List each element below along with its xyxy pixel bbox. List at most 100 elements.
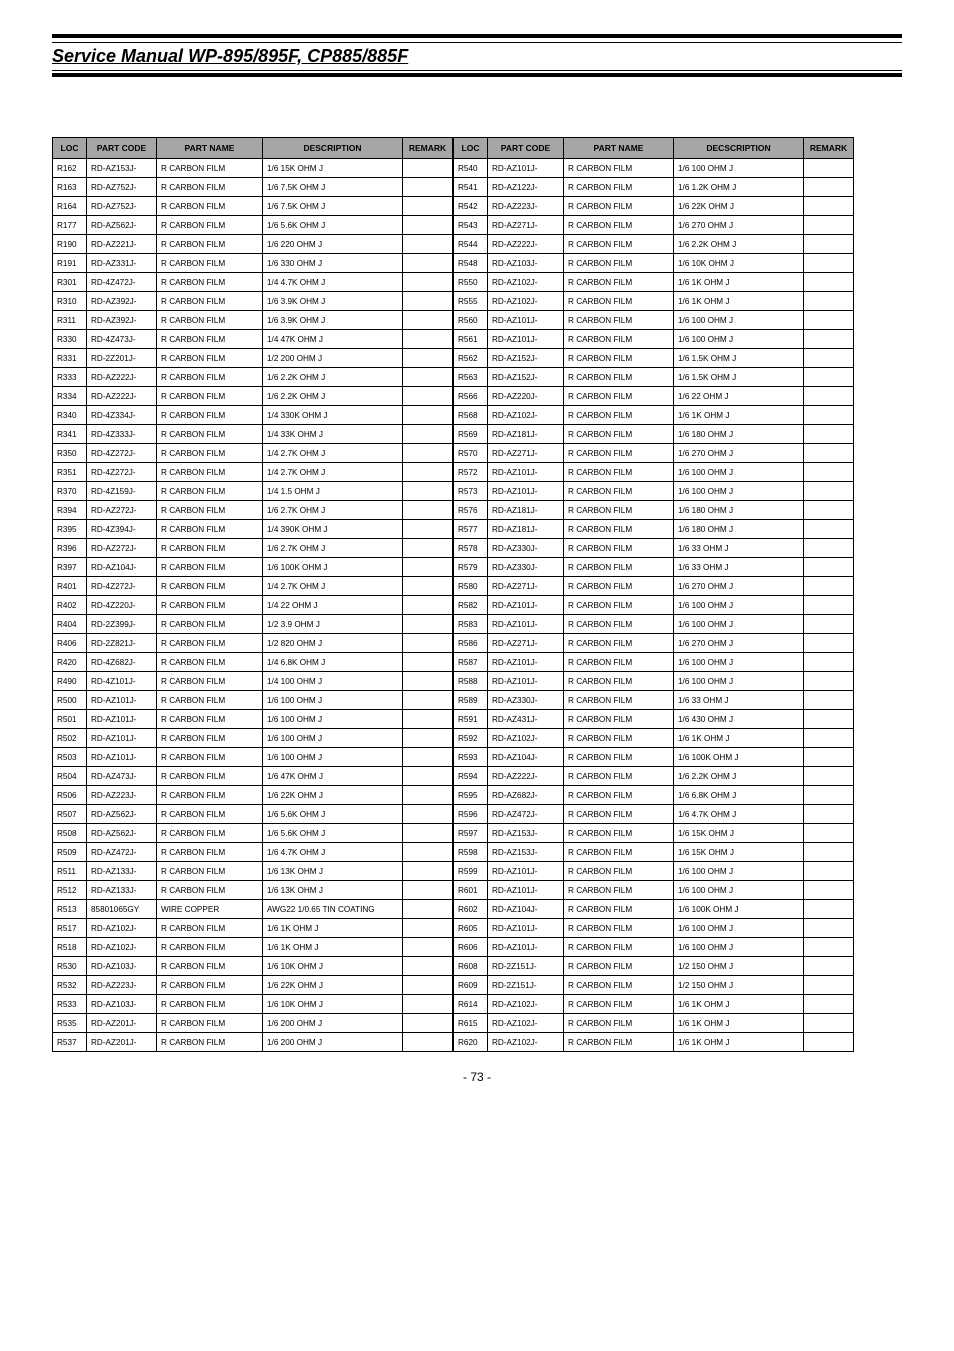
cell-remark xyxy=(403,862,453,881)
cell-loc: R311 xyxy=(53,311,87,330)
cell-loc: R394 xyxy=(53,501,87,520)
cell-part-name: R CARBON FILM xyxy=(157,1014,263,1033)
cell-remark xyxy=(403,900,453,919)
cell-part-code: RD-4Z473J- xyxy=(87,330,157,349)
cell-part-name: R CARBON FILM xyxy=(564,368,674,387)
cell-loc: R310 xyxy=(53,292,87,311)
cell-loc: R608 xyxy=(454,957,488,976)
cell-part-name: R CARBON FILM xyxy=(564,539,674,558)
cell-description: 1/6 5.6K OHM J xyxy=(263,824,403,843)
cell-remark xyxy=(804,482,854,501)
cell-loc: R191 xyxy=(53,254,87,273)
cell-remark xyxy=(804,596,854,615)
cell-description: 1/6 13K OHM J xyxy=(263,862,403,881)
cell-loc: R543 xyxy=(454,216,488,235)
cell-description: 1/4 22 OHM J xyxy=(263,596,403,615)
cell-remark xyxy=(403,539,453,558)
cell-part-code: RD-AZ220J- xyxy=(488,387,564,406)
cell-remark xyxy=(804,463,854,482)
cell-part-name: R CARBON FILM xyxy=(564,672,674,691)
cell-description: 1/6 100 OHM J xyxy=(263,691,403,710)
cell-part-name: R CARBON FILM xyxy=(157,1033,263,1052)
table-row: R614RD-AZ102J-R CARBON FILM1/6 1K OHM J xyxy=(454,995,854,1014)
cell-loc: R506 xyxy=(53,786,87,805)
cell-loc: R395 xyxy=(53,520,87,539)
cell-description: 1/6 100 OHM J xyxy=(263,729,403,748)
cell-remark xyxy=(403,710,453,729)
table-row: R608RD-2Z151J-R CARBON FILM1/2 150 OHM J xyxy=(454,957,854,976)
cell-description: 1/6 220 OHM J xyxy=(263,235,403,254)
cell-part-name: R CARBON FILM xyxy=(564,881,674,900)
table-row: R397RD-AZ104J-R CARBON FILM1/6 100K OHM … xyxy=(53,558,453,577)
cell-part-code: RD-AZ152J- xyxy=(488,349,564,368)
cell-part-code: RD-AZ103J- xyxy=(488,254,564,273)
cell-part-name: R CARBON FILM xyxy=(564,387,674,406)
cell-part-code: RD-2Z201J- xyxy=(87,349,157,368)
cell-remark xyxy=(403,596,453,615)
cell-remark xyxy=(403,406,453,425)
cell-description: 1/6 6.8K OHM J xyxy=(674,786,804,805)
cell-description: 1/6 33 OHM J xyxy=(674,691,804,710)
table-row: R569RD-AZ181J-R CARBON FILM1/6 180 OHM J xyxy=(454,425,854,444)
table-row: R330RD-4Z473J-R CARBON FILM1/4 47K OHM J xyxy=(53,330,453,349)
cell-part-code: RD-AZ101J- xyxy=(87,729,157,748)
cell-part-code: RD-AZ153J- xyxy=(488,843,564,862)
cell-loc: R542 xyxy=(454,197,488,216)
table-row: R566RD-AZ220J-R CARBON FILM1/6 22 OHM J xyxy=(454,387,854,406)
table-row: R596RD-AZ472J-R CARBON FILM1/6 4.7K OHM … xyxy=(454,805,854,824)
cell-loc: R589 xyxy=(454,691,488,710)
cell-loc: R597 xyxy=(454,824,488,843)
table-row: R511RD-AZ133J-R CARBON FILM1/6 13K OHM J xyxy=(53,862,453,881)
cell-part-code: RD-AZ153J- xyxy=(488,824,564,843)
cell-part-name: R CARBON FILM xyxy=(564,520,674,539)
cell-part-code: RD-AZ102J- xyxy=(488,729,564,748)
cell-part-code: RD-AZ102J- xyxy=(488,995,564,1014)
cell-part-name: R CARBON FILM xyxy=(157,577,263,596)
cell-loc: R596 xyxy=(454,805,488,824)
cell-part-code: RD-AZ133J- xyxy=(87,862,157,881)
cell-description: 1/6 22K OHM J xyxy=(674,197,804,216)
cell-description: 1/6 1.5K OHM J xyxy=(674,349,804,368)
cell-remark xyxy=(403,368,453,387)
cell-description: 1/6 1K OHM J xyxy=(674,292,804,311)
cell-remark xyxy=(403,919,453,938)
cell-part-code: RD-AZ181J- xyxy=(488,425,564,444)
cell-part-code: RD-AZ472J- xyxy=(87,843,157,862)
table-row: R533RD-AZ103J-R CARBON FILM1/6 10K OHM J xyxy=(53,995,453,1014)
cell-part-code: RD-4Z394J- xyxy=(87,520,157,539)
cell-description: 1/6 33 OHM J xyxy=(674,558,804,577)
cell-part-name: R CARBON FILM xyxy=(564,216,674,235)
cell-loc: R509 xyxy=(53,843,87,862)
cell-part-name: R CARBON FILM xyxy=(564,1014,674,1033)
cell-part-code: RD-AZ101J- xyxy=(488,615,564,634)
cell-loc: R340 xyxy=(53,406,87,425)
cell-remark xyxy=(804,368,854,387)
cell-part-code: RD-AZ101J- xyxy=(488,938,564,957)
table-row: R162RD-AZ153J-R CARBON FILM1/6 15K OHM J xyxy=(53,159,453,178)
cell-description: 1/4 47K OHM J xyxy=(263,330,403,349)
cell-part-code: RD-AZ271J- xyxy=(488,634,564,653)
table-row: R601RD-AZ101J-R CARBON FILM1/6 100 OHM J xyxy=(454,881,854,900)
cell-remark xyxy=(403,748,453,767)
table-row: R561RD-AZ101J-R CARBON FILM1/6 100 OHM J xyxy=(454,330,854,349)
cell-remark xyxy=(804,824,854,843)
cell-loc: R330 xyxy=(53,330,87,349)
cell-description: 1/6 2.2K OHM J xyxy=(674,235,804,254)
cell-remark xyxy=(804,900,854,919)
header-row: LOC PART CODE PART NAME DESCRIPTION REMA… xyxy=(53,138,453,159)
cell-loc: R580 xyxy=(454,577,488,596)
cell-part-code: RD-AZ223J- xyxy=(87,976,157,995)
cell-loc: R566 xyxy=(454,387,488,406)
cell-remark xyxy=(403,463,453,482)
cell-part-name: R CARBON FILM xyxy=(564,292,674,311)
th-remark: REMARK xyxy=(403,138,453,159)
cell-part-code: RD-2Z151J- xyxy=(488,957,564,976)
cell-part-name: R CARBON FILM xyxy=(564,254,674,273)
cell-loc: R560 xyxy=(454,311,488,330)
cell-part-code: RD-AZ472J- xyxy=(488,805,564,824)
cell-loc: R490 xyxy=(53,672,87,691)
page-title: Service Manual WP-895/895F, CP885/885F xyxy=(52,46,408,66)
cell-part-name: R CARBON FILM xyxy=(564,197,674,216)
table-row: R190RD-AZ221J-R CARBON FILM1/6 220 OHM J xyxy=(53,235,453,254)
cell-loc: R501 xyxy=(53,710,87,729)
